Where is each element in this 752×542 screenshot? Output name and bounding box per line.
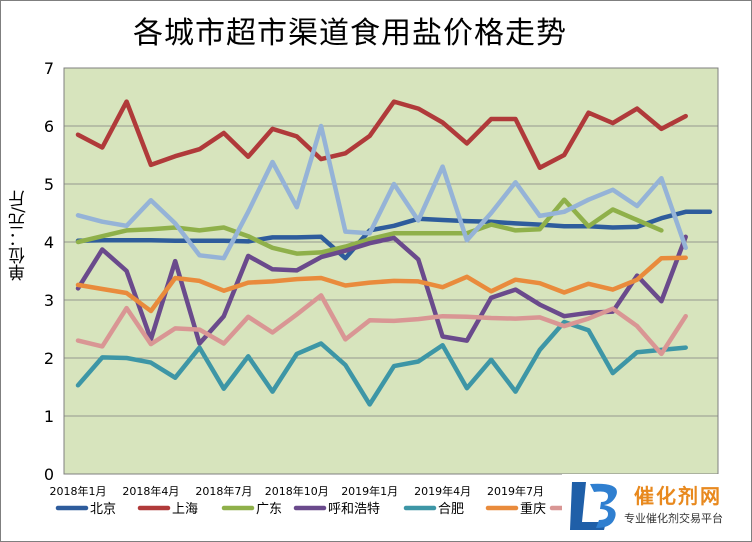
y-tick-label: 0 — [44, 465, 54, 484]
legend-label: 广东 — [256, 502, 282, 517]
series-line-5 — [75, 255, 688, 314]
series-line-2 — [75, 197, 664, 256]
legend-label: 北京 — [90, 502, 116, 517]
x-tick-label: 2018年1月 — [50, 484, 107, 498]
x-tick-label: 2018年7月 — [195, 484, 252, 498]
watermark-logo: 催化剂网 专业催化剂交易平台 — [562, 474, 748, 538]
chart-title: 各城市超市渠道食用盐价格走势 — [133, 16, 567, 51]
legend-label: 合肥 — [438, 502, 464, 517]
x-tick-label: 2018年10月 — [265, 484, 329, 498]
x-tick-label: 2019年7月 — [487, 484, 544, 498]
y-tick-label: 4 — [44, 233, 54, 252]
y-tick-label: 2 — [44, 349, 54, 368]
y-tick-label: 7 — [44, 59, 54, 78]
x-tick-label: 2019年4月 — [414, 484, 471, 498]
logo-subtitle: 专业催化剂交易平台 — [624, 512, 723, 525]
series-line-7 — [75, 123, 688, 261]
series-line-4 — [75, 319, 688, 407]
legend-label: 呼和浩特 — [328, 502, 380, 517]
y-tick-label: 3 — [44, 291, 54, 310]
legend-label: 重庆 — [520, 501, 546, 517]
series-line-3 — [75, 234, 688, 346]
series-line-1 — [75, 99, 688, 171]
y-tick-label: 5 — [44, 175, 54, 194]
y-tick-label: 6 — [44, 117, 54, 136]
x-tick-label: 2018年4月 — [122, 484, 179, 498]
x-tick-label: 2019年1月 — [341, 484, 398, 498]
series-line-6 — [75, 293, 688, 357]
logo-text: 催化剂网 — [634, 484, 722, 508]
plot-area — [63, 67, 719, 475]
series-line-0 — [75, 209, 713, 261]
logo-mark-icon — [570, 482, 617, 530]
legend-label: 上海 — [172, 502, 198, 517]
y-tick-label: 1 — [44, 407, 54, 426]
